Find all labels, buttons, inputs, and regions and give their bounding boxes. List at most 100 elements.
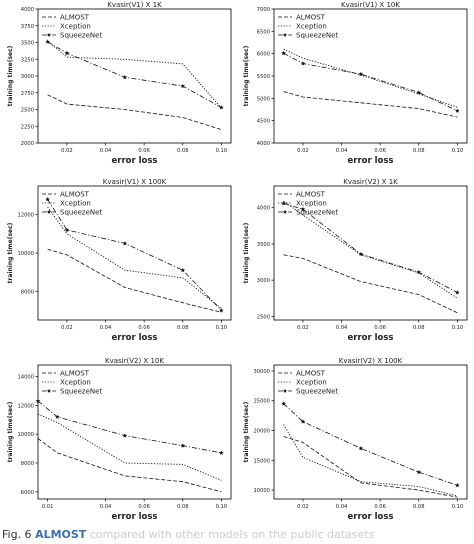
y-tick-label: 5500 [257, 74, 270, 80]
data-point-marker [55, 414, 60, 419]
y-tick-label: 3250 [21, 57, 34, 63]
x-tick-label: 0.06 [374, 504, 386, 510]
chart-panel-5: Kvasir(V2) X 10K 6000 8000 10000 12000 14000 0… [7, 357, 232, 522]
y-axis-label: training time(sec) [243, 45, 250, 106]
legend-label: ALMOST [296, 14, 326, 22]
y-tick-label: 3500 [21, 41, 34, 47]
y-tick-label: 4000 [21, 7, 34, 13]
data-point-marker [122, 241, 128, 246]
x-tick-label: 0.02 [297, 325, 309, 331]
legend-label: Xception [296, 23, 327, 31]
legend-label: SqueezeNet [296, 32, 338, 40]
x-tick-label: 0.04 [100, 148, 112, 154]
data-point-marker [35, 398, 41, 403]
y-tick-label: 3750 [21, 24, 34, 30]
chart-panel-3: Kvasir(V1) X 100K 8000 10000 12000 0.02 0.04 0… [7, 178, 232, 343]
series-line-almost [37, 438, 222, 493]
y-axis-label: training time(sec) [7, 401, 14, 462]
x-tick-label: 0.10 [216, 504, 228, 510]
data-point-marker [358, 251, 364, 256]
x-tick-label: 0.02 [297, 504, 309, 510]
y-tick-label: 7000 [257, 7, 270, 13]
data-point-marker [416, 469, 421, 475]
chart-title: Kvasir(V1) X 1K [107, 1, 162, 9]
y-tick-label: 3000 [21, 74, 34, 80]
chart-panel-2: Kvasir(V1) X 10K 4000 4500 5000 5500 6000 6500… [243, 1, 468, 166]
data-point-marker [64, 227, 70, 232]
series-line-squeezenet [283, 52, 458, 112]
y-tick-label: 5000 [257, 96, 270, 102]
legend-label: ALMOST [60, 370, 90, 378]
y-axis-label: training time(sec) [7, 45, 14, 106]
x-axis-label: error loss [111, 156, 157, 166]
y-tick-label: 6500 [257, 29, 270, 35]
chart-title: Kvasir(V2) X 10K [105, 357, 164, 365]
series-line-squeezenet [37, 400, 222, 454]
series-line-squeezenet [283, 403, 458, 486]
y-tick-label: 8000 [21, 461, 34, 467]
legend-label: Xception [60, 23, 91, 31]
chart-panel-6: Kvasir(V2) X 100K 10000 15000 20000 25000 300… [243, 357, 468, 522]
x-tick-label: 0.06 [374, 148, 386, 154]
data-point-marker [64, 50, 70, 56]
data-point-marker [180, 443, 185, 448]
figure-caption: Fig. 6 ALMOST compared with other models… [2, 528, 472, 544]
caption-highlight: ALMOST [35, 528, 87, 541]
data-point-marker [219, 450, 224, 455]
data-point-marker [416, 269, 421, 275]
x-tick-label: 0.04 [336, 148, 348, 154]
series-line-xception [283, 424, 458, 497]
data-point-marker [455, 108, 460, 113]
data-point-marker [219, 105, 224, 110]
legend-label: SqueezeNet [60, 209, 102, 217]
plot-frame [273, 185, 468, 321]
chart-panel-1: Kvasir(V1) X 1K 2000 2250 2500 2750 3000 3250 3… [7, 1, 232, 166]
x-tick-label: 0.08 [177, 504, 189, 510]
y-tick-label: 10000 [253, 488, 270, 494]
chart-title: Kvasir(V1) X 10K [341, 1, 400, 9]
data-point-marker [300, 419, 306, 424]
chart-title: Kvasir(V2) X 100K [339, 357, 403, 365]
data-point-marker [281, 401, 286, 406]
chart-panel-4: Kvasir(V2) X 1K 2500 3000 3500 4000 0.02 0.04 0… [243, 178, 468, 343]
legend-label: SqueezeNet [60, 388, 102, 396]
legend-marker [282, 388, 288, 393]
series-line-almost [47, 94, 222, 130]
x-tick-label: 0.10 [452, 504, 464, 510]
legend-label: ALMOST [296, 370, 326, 378]
series-line-almost [47, 248, 222, 313]
chart-title: Kvasir(V2) X 1K [343, 178, 398, 186]
x-tick-label: 0.08 [413, 148, 425, 154]
data-point-marker [45, 39, 50, 44]
y-tick-label: 2750 [21, 91, 34, 97]
series-line-xception [37, 413, 222, 481]
data-point-marker [180, 83, 185, 88]
x-tick-label: 0.08 [413, 325, 425, 331]
x-tick-label: 0.06 [138, 504, 150, 510]
data-point-marker [122, 433, 128, 438]
legend-marker [282, 32, 288, 37]
series-line-squeezenet [283, 203, 458, 293]
x-tick-label: 0.08 [413, 504, 425, 510]
data-point-marker [281, 50, 286, 56]
data-point-marker [45, 197, 50, 202]
y-tick-label: 4500 [257, 119, 270, 125]
y-axis-label: training time(sec) [243, 401, 250, 462]
y-tick-label: 10000 [17, 251, 34, 257]
x-tick-label: 0.04 [100, 325, 112, 331]
y-tick-label: 10000 [17, 432, 34, 438]
legend-marker [46, 32, 52, 37]
y-tick-label: 14000 [17, 375, 34, 381]
x-tick-label: 0.10 [216, 148, 228, 154]
x-tick-label: 0.06 [374, 325, 386, 331]
y-tick-label: 2500 [21, 108, 34, 114]
caption-lead: Fig. 6 [2, 528, 32, 541]
y-tick-label: 12000 [17, 403, 34, 409]
data-point-marker [300, 206, 306, 212]
y-tick-label: 8000 [21, 289, 34, 295]
x-axis-label: error loss [347, 333, 393, 343]
